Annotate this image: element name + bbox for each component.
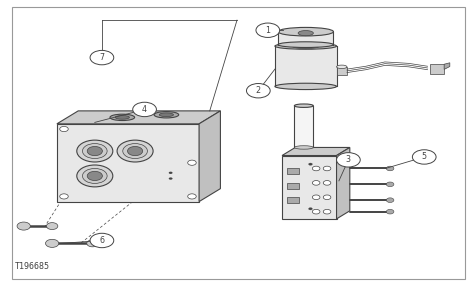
Bar [275,46,337,86]
Text: 3: 3 [346,155,351,164]
Bar [282,156,337,219]
Circle shape [337,153,360,167]
Bar [287,168,299,174]
Polygon shape [444,63,450,69]
Ellipse shape [115,115,129,119]
Circle shape [77,140,113,162]
Circle shape [46,223,58,230]
Ellipse shape [278,42,333,48]
Circle shape [386,166,394,171]
Ellipse shape [278,27,333,36]
Ellipse shape [159,113,173,117]
Bar [294,106,313,147]
Circle shape [60,194,68,199]
Circle shape [188,194,196,199]
Polygon shape [337,147,350,219]
Circle shape [87,146,102,156]
Text: 2: 2 [256,86,261,95]
Ellipse shape [337,65,347,69]
Bar [57,124,199,202]
Ellipse shape [298,31,313,36]
Bar [430,64,444,74]
Circle shape [312,209,320,214]
Circle shape [246,84,270,98]
Circle shape [323,181,331,185]
Circle shape [256,23,280,37]
Circle shape [87,171,102,181]
Ellipse shape [294,104,313,107]
Bar [287,183,299,189]
Circle shape [323,209,331,214]
Circle shape [386,182,394,187]
Polygon shape [57,111,220,124]
Circle shape [46,239,59,247]
Circle shape [312,166,320,171]
Text: 6: 6 [100,236,104,245]
Circle shape [77,165,113,187]
Polygon shape [282,147,350,156]
Circle shape [82,143,107,158]
Ellipse shape [294,146,313,149]
Bar [287,197,299,203]
Circle shape [117,140,153,162]
Circle shape [82,168,107,183]
Bar [278,32,334,45]
Bar [337,67,347,75]
Circle shape [169,172,173,174]
Circle shape [123,143,147,158]
Circle shape [312,195,320,200]
Ellipse shape [275,83,337,90]
Ellipse shape [154,112,179,118]
Circle shape [90,50,114,65]
Circle shape [188,160,196,165]
Circle shape [17,222,30,230]
Ellipse shape [292,43,319,49]
Circle shape [412,150,436,164]
Circle shape [386,209,394,214]
Circle shape [323,195,331,200]
Circle shape [90,233,114,248]
Circle shape [309,208,312,210]
Circle shape [312,181,320,185]
Circle shape [169,177,173,180]
Circle shape [386,198,394,202]
Circle shape [60,126,68,132]
Text: 7: 7 [100,53,104,62]
Circle shape [323,166,331,171]
Circle shape [87,240,98,247]
Circle shape [309,163,312,165]
Text: T196685: T196685 [15,262,50,271]
Ellipse shape [110,114,135,120]
Text: 1: 1 [265,26,270,35]
Circle shape [133,102,156,117]
Text: 4: 4 [142,105,147,114]
Polygon shape [199,111,220,202]
Text: 5: 5 [422,152,427,162]
Circle shape [128,146,143,156]
Ellipse shape [275,43,337,49]
